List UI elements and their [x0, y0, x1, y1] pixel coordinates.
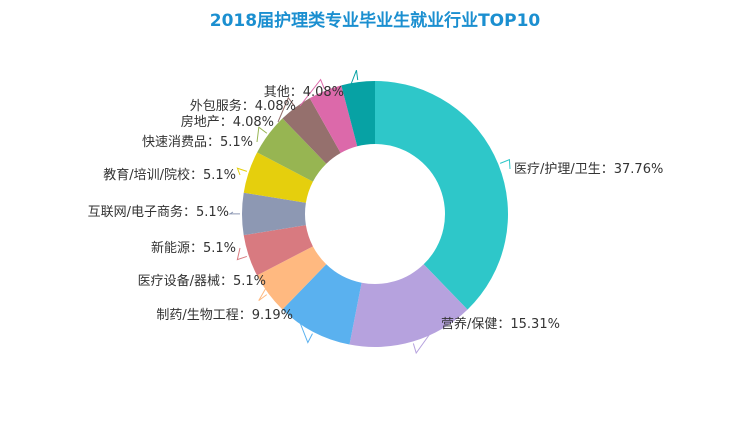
slice-label-5: 新能源：5.1% — [151, 240, 236, 256]
slice-4 — [257, 246, 327, 310]
leader-line-8 — [256, 126, 268, 143]
slice-label-3: 制药/生物工程：9.19% — [156, 308, 293, 323]
leader-line-4 — [258, 280, 271, 302]
slice-8 — [257, 118, 327, 182]
leader-line-2 — [412, 323, 438, 355]
slice-11 — [341, 81, 375, 147]
slice-label-4: 医疗设备/器械：5.1% — [138, 273, 266, 289]
slice-label-2: 营养/保健：15.31% — [441, 316, 560, 332]
slice-10 — [309, 85, 358, 154]
slice-3 — [282, 264, 362, 345]
leader-line-3 — [296, 314, 313, 344]
slice-label-8: 快速消费品：5.1% — [142, 135, 253, 150]
leader-line-6 — [228, 211, 241, 215]
leader-line-1 — [499, 158, 511, 170]
leader-line-10 — [299, 78, 325, 107]
slice-label-1: 医疗/护理/卫生：37.76% — [514, 162, 663, 177]
leader-line-9 — [277, 96, 295, 123]
slice-2 — [349, 264, 468, 347]
slice-label-7: 教育/培训/院校：5.1% — [103, 167, 236, 183]
slice-label-11: 其他：4.08% — [264, 85, 344, 100]
leader-line-11 — [347, 70, 359, 93]
slice-label-9: 房地产：4.08% — [181, 114, 274, 130]
leader-line-5 — [236, 247, 248, 261]
slice-5 — [243, 225, 313, 276]
slice-label-6: 互联网/电子商务：5.1% — [88, 204, 229, 220]
slice-label-10: 外包服务：4.08% — [190, 98, 296, 114]
slice-1 — [375, 81, 509, 310]
leader-line-7 — [236, 167, 248, 176]
chart-title: 2018届护理类专业毕业生就业行业TOP10 — [209, 11, 541, 31]
slice-9 — [282, 98, 341, 164]
slice-7 — [243, 152, 313, 203]
slice-6 — [242, 192, 306, 236]
